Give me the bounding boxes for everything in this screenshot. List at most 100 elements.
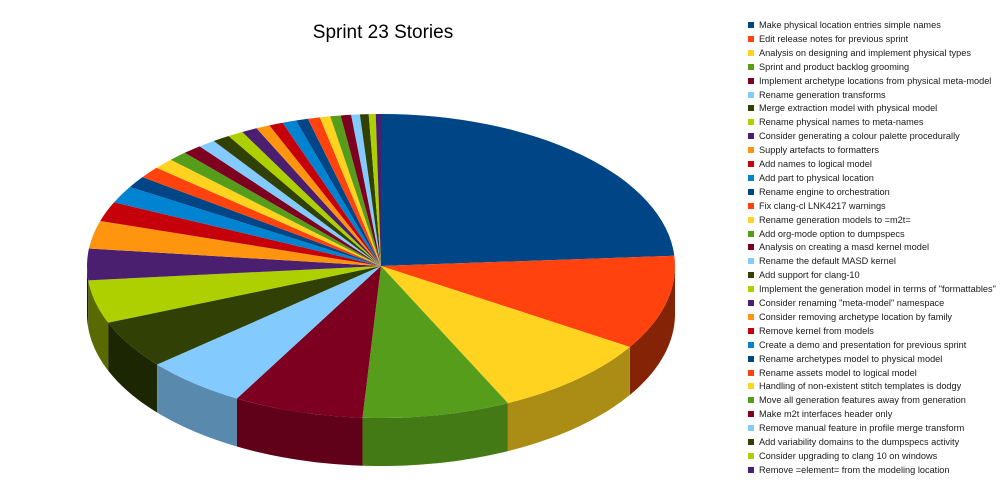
legend-swatch [748, 341, 754, 348]
pie-slice-25[interactable] [295, 118, 381, 266]
legend-label: Make physical location entries simple na… [759, 20, 941, 30]
legend-label: Consider generating a colour palette pro… [759, 131, 960, 142]
legend-item: Consider renaming "meta-model" namespace [744, 297, 1000, 311]
pie-slice-11[interactable] [100, 202, 381, 266]
legend-swatch [748, 188, 754, 195]
legend-label: Implement the generation model in terms … [759, 284, 996, 295]
legend-item: Consider removing archetype location by … [744, 311, 1000, 325]
legend-swatch [748, 133, 754, 140]
legend-swatch [748, 63, 754, 70]
pie-slice-13[interactable] [129, 177, 381, 266]
legend-swatch [748, 425, 754, 432]
pie-slice-30[interactable] [351, 114, 381, 266]
legend-item: Add names to logical model [744, 158, 1000, 172]
pie-slice-29[interactable] [340, 114, 381, 266]
pie-slice-27[interactable] [319, 116, 381, 266]
legend-swatch [748, 147, 754, 154]
legend-label: Implement archetype locations from physi… [759, 75, 992, 86]
legend-label: Remove =element= from the modeling locat… [759, 464, 950, 475]
pie-slice-3[interactable] [381, 266, 630, 404]
pie-slice-5[interactable] [236, 266, 381, 418]
pie-slice-17[interactable] [184, 146, 381, 266]
legend-item: Analysis on designing and implement phys… [744, 47, 1000, 61]
legend-label: Rename generation models to =m2t= [759, 214, 911, 225]
legend-swatch [748, 161, 754, 167]
pie-slice-9[interactable] [87, 248, 382, 281]
legend-item: Move all generation features away from g… [744, 394, 1000, 408]
pie-slice-16[interactable] [170, 152, 381, 266]
legend-item: Rename generation transforms [744, 89, 1000, 103]
legend-label: Rename physical names to meta-names [759, 117, 924, 128]
pie-slice-10[interactable] [88, 220, 381, 266]
legend-label: Remove kernel from models [759, 325, 874, 336]
pie-slice-6[interactable] [157, 266, 381, 399]
legend-label: Create a demo and presentation for previ… [759, 339, 967, 350]
legend-swatch [748, 230, 754, 237]
pie-slice-12[interactable] [114, 187, 381, 266]
legend-item: Remove manual feature in profile merge t… [744, 422, 1000, 436]
pie-slice-22[interactable] [256, 125, 381, 266]
legend-label: Rename engine to orchestration [759, 186, 890, 197]
legend-item: Remove kernel from models [744, 325, 1000, 339]
pie-slice-23[interactable] [269, 122, 381, 267]
pie-slice-31[interactable] [359, 114, 381, 266]
legend-swatch [748, 452, 754, 459]
pie-slice-1[interactable] [381, 114, 675, 266]
pie-side-5 [236, 398, 363, 466]
pie-side-7 [108, 322, 158, 413]
legend-item: Make physical location entries simple na… [744, 19, 1000, 33]
legend-item: Analysis on creating a masd kernel model [744, 241, 1000, 255]
pie-slice-7[interactable] [108, 266, 382, 365]
pie-slice-32[interactable] [368, 114, 381, 267]
legend-label: Consider renaming "meta-model" namespace [759, 298, 945, 308]
legend-swatch [748, 313, 754, 320]
pie-slice-15[interactable] [156, 159, 381, 266]
pie-slice-20[interactable] [228, 131, 381, 266]
legend-item: Edit release notes for previous sprint [744, 33, 1000, 47]
pie-side-9 [87, 266, 89, 329]
legend-label: Make m2t interfaces header only [759, 409, 893, 420]
legend-label: Remove manual feature in profile merge t… [759, 423, 965, 434]
chart-title: Sprint 23 Stories [312, 22, 454, 43]
pie-slice-33[interactable] [375, 113, 381, 267]
pie-side-3 [507, 346, 630, 452]
legend-swatch [748, 369, 754, 376]
pie-slice-14[interactable] [142, 167, 381, 266]
legend-swatch [748, 22, 754, 28]
legend-swatch [748, 466, 754, 473]
legend-item: Add variability domains to the dumpspecs… [744, 436, 1000, 450]
legend-swatch [748, 244, 754, 251]
pie-slice-21[interactable] [242, 128, 381, 266]
pie-slice-28[interactable] [330, 115, 381, 266]
legend-swatch [748, 383, 754, 390]
pie-slice-24[interactable] [282, 120, 381, 267]
legend-label: Rename assets model to logical model [759, 367, 917, 378]
legend-swatch [748, 439, 754, 445]
legend-item: Fix clang-cl LNK4217 warnings [744, 200, 1000, 214]
legend-label: Add part to physical location [759, 172, 874, 183]
pie-slice-4[interactable] [362, 266, 508, 419]
legend-item: Make m2t interfaces header only [744, 408, 1000, 422]
legend-swatch [748, 216, 754, 223]
legend-item: Add org-mode option to dumpspecs [744, 228, 1000, 242]
legend-label: Analysis on creating a masd kernel model [759, 242, 930, 253]
legend-swatch [748, 258, 754, 265]
legend-label: Move all generation features away from g… [759, 395, 966, 406]
pie-slice-2[interactable] [381, 255, 675, 347]
legend-item: Merge extraction model with physical mod… [744, 102, 1000, 116]
legend-label: Add names to logical model [759, 159, 872, 169]
legend-label: Merge extraction model with physical mod… [759, 103, 938, 114]
legend-swatch [748, 397, 754, 404]
legend-swatch [748, 286, 754, 293]
legend-swatch [748, 174, 754, 181]
pie-slice-19[interactable] [213, 136, 381, 266]
pie-slice-26[interactable] [307, 117, 381, 266]
legend-label: Fix clang-cl LNK4217 warnings [759, 200, 886, 211]
pie-slice-18[interactable] [199, 140, 381, 266]
pie-slice-8[interactable] [88, 266, 381, 323]
legend-label: Add support for clang-10 [759, 270, 860, 281]
legend-item: Add support for clang-10 [744, 269, 1000, 283]
legend-label: Add org-mode option to dumpspecs [759, 228, 905, 239]
legend-label: Add variability domains to the dumpspecs… [759, 437, 960, 447]
legend-swatch [748, 119, 754, 126]
